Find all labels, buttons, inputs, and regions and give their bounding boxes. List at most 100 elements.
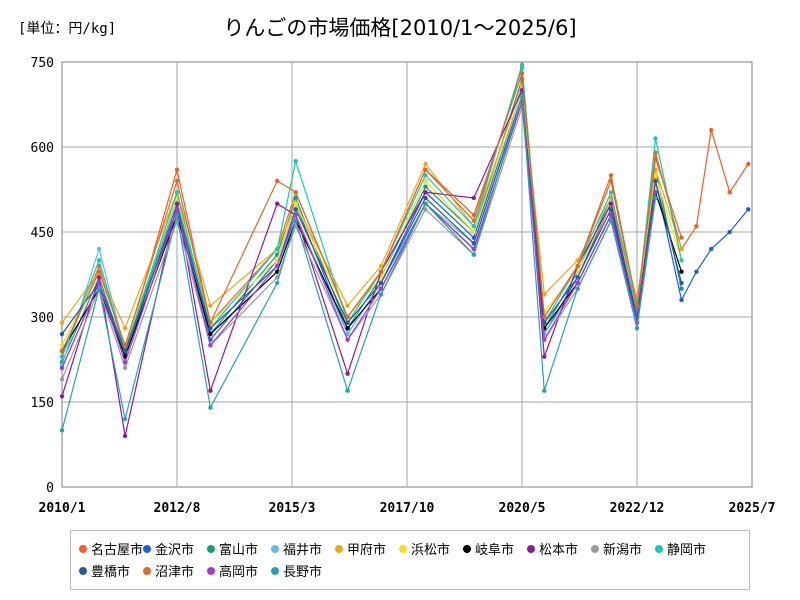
data-point — [275, 246, 280, 252]
legend-item: 沼津市 — [143, 561, 194, 580]
data-point — [423, 161, 428, 167]
legend-item: 長野市 — [271, 561, 322, 580]
data-point — [423, 195, 428, 201]
data-point — [293, 159, 298, 164]
data-point — [59, 365, 65, 371]
legend-marker — [207, 544, 215, 553]
data-point — [679, 297, 684, 303]
data-point — [174, 212, 180, 218]
legend-item: 甲府市 — [335, 539, 386, 558]
legend-label: 甲府市 — [347, 543, 387, 558]
legend-label: 福井市 — [283, 543, 323, 558]
data-point — [608, 212, 614, 218]
data-point — [519, 71, 525, 76]
series-line — [61, 73, 683, 352]
data-point — [208, 343, 213, 348]
legend-label: 長野市 — [283, 565, 323, 580]
data-point — [378, 292, 384, 297]
x-tick-label: 2025/7 — [729, 501, 776, 516]
x-tick-label: 2012/8 — [154, 501, 201, 516]
y-tick-label: 150 — [31, 396, 54, 411]
data-point — [275, 201, 280, 206]
data-point — [709, 246, 714, 252]
data-point — [423, 184, 428, 189]
legend-marker — [271, 544, 279, 553]
y-tick-label: 0 — [46, 481, 54, 496]
data-point — [423, 178, 428, 184]
data-point — [293, 190, 298, 195]
legend-label: 名古屋市 — [91, 543, 144, 558]
data-point — [471, 252, 476, 257]
data-point — [608, 190, 614, 195]
data-point — [423, 201, 428, 206]
series-line — [61, 95, 683, 353]
data-point — [96, 286, 102, 291]
legend-marker — [335, 544, 343, 553]
legend-label: 浜松市 — [411, 543, 451, 558]
data-point — [122, 433, 128, 439]
data-point — [122, 343, 128, 348]
data-point — [174, 207, 180, 212]
data-point — [679, 258, 684, 263]
data-point — [608, 207, 614, 212]
data-point — [575, 263, 580, 269]
x-tick-label: 2010/1 — [39, 501, 86, 516]
data-point — [275, 178, 280, 184]
data-point — [174, 167, 180, 172]
legend-marker — [79, 566, 87, 575]
x-tick-label: 2022/12 — [610, 501, 665, 516]
data-point — [471, 229, 476, 235]
data-point — [378, 286, 384, 291]
data-point — [122, 348, 128, 354]
data-point — [345, 314, 350, 320]
data-point — [694, 269, 699, 274]
data-point — [653, 156, 658, 161]
data-point — [542, 354, 547, 359]
data-point — [208, 303, 213, 308]
data-point — [653, 195, 658, 201]
data-point — [709, 127, 714, 133]
data-point — [679, 246, 684, 252]
legend-item: 浜松市 — [399, 539, 450, 558]
legend-marker — [527, 544, 535, 553]
data-point — [96, 258, 102, 263]
data-point — [378, 263, 384, 269]
data-point — [471, 195, 476, 201]
data-point — [653, 190, 658, 195]
data-point — [208, 320, 213, 325]
y-tick-label: 450 — [31, 226, 54, 241]
data-point — [378, 269, 384, 274]
legend-marker — [143, 566, 151, 575]
data-point — [59, 331, 65, 337]
legend: 名古屋市 金沢市 富山市 福井市 甲府市 浜松市 岐阜市 松本市 新潟市 静岡市 豊橋市 沼津市 高岡市… — [70, 530, 750, 590]
data-point — [59, 377, 65, 382]
data-point — [122, 326, 128, 331]
data-point — [679, 269, 684, 274]
data-point — [208, 326, 213, 331]
data-point — [679, 280, 684, 286]
data-point — [471, 224, 476, 229]
data-point — [293, 201, 298, 206]
data-point — [519, 93, 525, 99]
data-point — [608, 201, 614, 206]
legend-marker — [399, 544, 407, 553]
data-point — [59, 354, 65, 359]
data-point — [345, 331, 350, 337]
data-point — [727, 229, 732, 235]
legend-label: 静岡市 — [667, 543, 707, 558]
legend-label: 沼津市 — [155, 565, 195, 580]
legend-label: 富山市 — [219, 543, 259, 558]
data-point — [293, 212, 298, 218]
legend-marker — [79, 544, 87, 553]
data-point — [345, 320, 350, 325]
data-point — [542, 337, 547, 342]
data-point — [59, 343, 65, 348]
legend-item: 富山市 — [207, 539, 258, 558]
data-point — [378, 280, 384, 286]
legend-marker — [207, 566, 215, 575]
y-tick-label: 600 — [31, 141, 54, 156]
legend-marker — [143, 544, 151, 553]
legend-item: 福井市 — [271, 539, 322, 558]
x-tick-label: 2015/3 — [269, 501, 316, 516]
data-point — [679, 286, 684, 291]
